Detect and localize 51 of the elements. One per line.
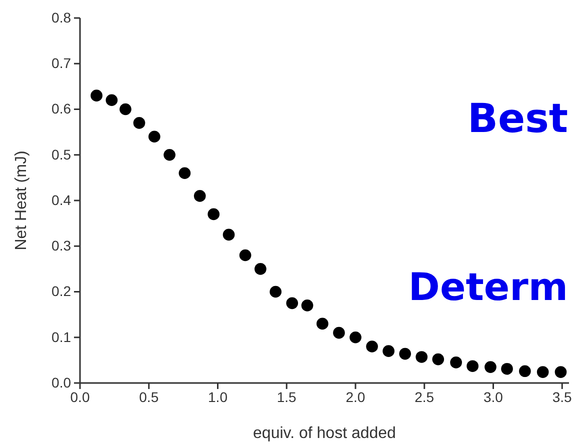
point bbox=[432, 353, 444, 366]
point bbox=[399, 348, 411, 360]
point bbox=[350, 331, 362, 344]
x-tick-label: 3.0 bbox=[484, 388, 504, 405]
y-tick-label: 0.5 bbox=[52, 146, 72, 162]
point bbox=[450, 356, 462, 368]
point bbox=[333, 326, 345, 339]
point bbox=[148, 130, 160, 143]
point bbox=[382, 345, 394, 357]
y-tick-label: 0.4 bbox=[52, 192, 72, 208]
x-axis-title: equiv. of host added bbox=[253, 425, 396, 442]
point bbox=[416, 351, 428, 363]
x-tick-label: 2.0 bbox=[346, 388, 366, 405]
point bbox=[222, 228, 235, 241]
annotation: Best bbox=[467, 96, 568, 142]
point bbox=[536, 366, 549, 378]
point bbox=[366, 340, 378, 352]
y-tick-label: 0.0 bbox=[52, 374, 72, 390]
point bbox=[301, 300, 314, 312]
x-tick-label: 2.5 bbox=[414, 388, 434, 405]
point bbox=[286, 297, 298, 310]
x-tick-label: 3.5 bbox=[552, 388, 572, 405]
point bbox=[239, 249, 252, 262]
annotation: Determ bbox=[408, 265, 568, 309]
y-tick-label: 0.8 bbox=[52, 9, 72, 26]
point bbox=[554, 366, 567, 378]
y-axis-title: Net Heat (mJ) bbox=[13, 150, 30, 250]
point bbox=[178, 167, 191, 180]
y-tick-label: 0.2 bbox=[52, 283, 72, 300]
x-tick-label: 1.5 bbox=[276, 388, 297, 405]
point bbox=[106, 94, 118, 106]
point bbox=[194, 190, 206, 202]
y-tick-label: 0.6 bbox=[52, 100, 72, 117]
point bbox=[208, 208, 220, 220]
point bbox=[484, 361, 496, 373]
point bbox=[270, 286, 282, 298]
point bbox=[466, 360, 478, 372]
x-tick-label: 1.0 bbox=[208, 388, 228, 405]
y-tick-label: 0.7 bbox=[52, 55, 72, 72]
y-tick-label: 0.1 bbox=[52, 328, 72, 345]
point bbox=[164, 148, 176, 161]
point bbox=[316, 318, 328, 330]
point bbox=[254, 263, 266, 275]
point bbox=[120, 103, 132, 116]
point bbox=[133, 117, 146, 129]
point bbox=[501, 362, 513, 375]
point bbox=[519, 365, 531, 378]
x-tick-label: 0.0 bbox=[70, 388, 90, 405]
point bbox=[90, 90, 102, 102]
y-tick-label: 0.3 bbox=[52, 238, 72, 254]
x-tick-label: 0.5 bbox=[139, 388, 159, 405]
